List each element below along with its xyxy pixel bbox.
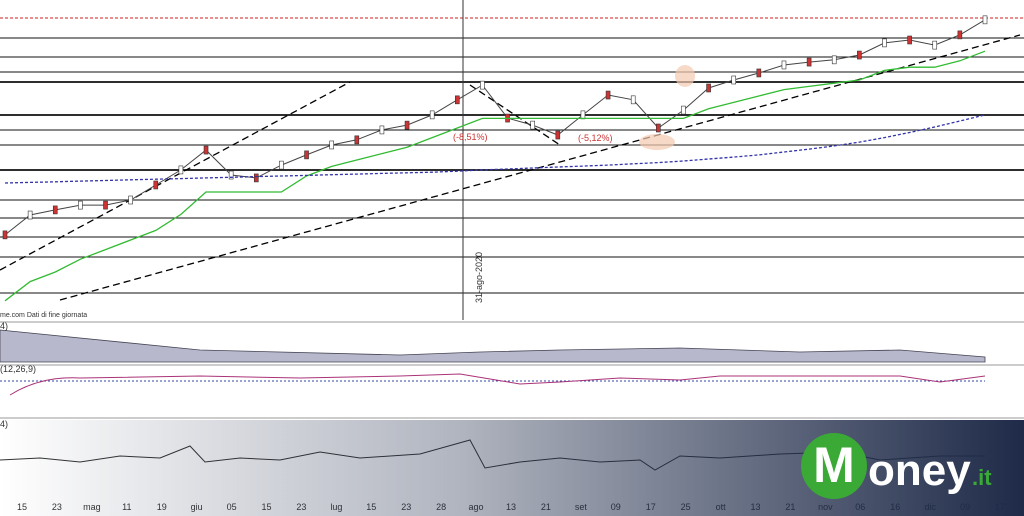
series-line [4, 19, 986, 236]
candle [228, 170, 234, 180]
candle [304, 150, 309, 160]
level-lines [0, 0, 1024, 320]
candle [907, 35, 912, 45]
candle [806, 57, 812, 67]
candle [756, 68, 762, 78]
candle [555, 130, 561, 140]
series-line [4, 114, 986, 184]
candle [656, 123, 661, 133]
candle [480, 80, 485, 90]
series-line [4, 50, 986, 302]
source-note: me.com Dati di fine giornata [0, 312, 87, 319]
candle [103, 200, 108, 210]
candle [706, 83, 711, 93]
candle [957, 30, 963, 40]
candle [78, 200, 83, 210]
candle [781, 60, 787, 70]
candle [455, 95, 460, 105]
candle [580, 110, 586, 120]
candle [882, 38, 887, 48]
macd-line [9, 373, 986, 396]
candle [128, 195, 133, 205]
candle [932, 40, 938, 50]
candle [52, 205, 58, 215]
candle [279, 160, 284, 170]
candle [203, 145, 209, 155]
candle [404, 120, 410, 130]
drop-annotation: (-8,51%) [453, 132, 488, 142]
panel-label: (12,26,9) [0, 364, 36, 374]
candle [329, 140, 334, 150]
candle [857, 50, 862, 60]
panel-label: 4) [0, 321, 8, 331]
candle [831, 55, 837, 65]
panel-label: 4) [0, 419, 8, 429]
logo: M oney .it [801, 433, 992, 499]
candle [153, 180, 159, 190]
candle [253, 173, 259, 183]
logo-text: oney [868, 446, 971, 495]
candle [982, 15, 988, 25]
candle [429, 110, 435, 120]
candle [379, 125, 385, 135]
volume-area [0, 329, 986, 363]
logo-initial: M [813, 437, 855, 493]
candle [630, 95, 636, 105]
candle [681, 105, 686, 115]
candle [605, 90, 611, 100]
candle [2, 230, 8, 240]
candle [354, 135, 360, 145]
candle [178, 165, 184, 175]
candle [27, 210, 33, 220]
candle [530, 120, 535, 130]
drop-annotation: (-5,12%) [578, 133, 613, 143]
date-annotation: 31-ago-2020 [474, 252, 484, 303]
logo-suffix: .it [972, 465, 992, 490]
candle [731, 75, 737, 85]
